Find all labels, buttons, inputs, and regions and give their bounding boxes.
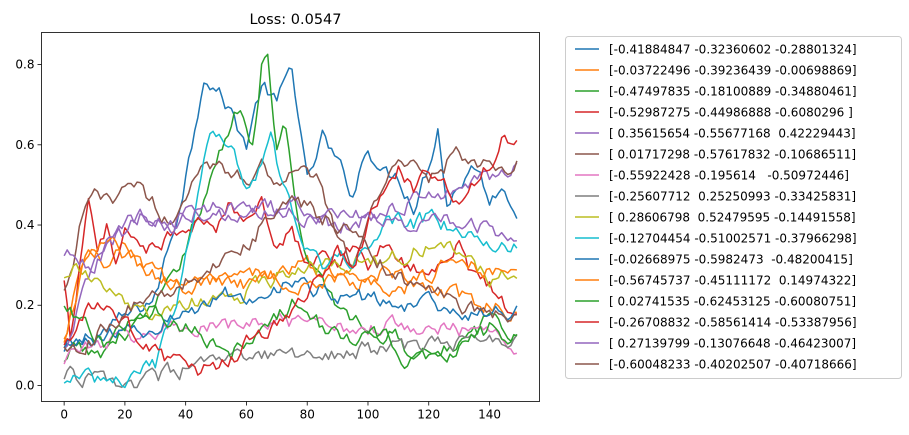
series-line: [63, 276, 518, 349]
series-line: [63, 313, 518, 365]
legend-entry-label: [-0.12704454 -0.51002571 -0.37966298]: [609, 232, 857, 246]
series-line: [63, 53, 518, 363]
legend-entry-label: [-0.25607712 0.25250993 -0.33425831]: [609, 190, 856, 204]
legend-entry-label: [-0.03722496 -0.39236439 -0.00698869]: [609, 64, 857, 78]
series-line: [63, 236, 517, 340]
x-axis: 0 20 40 60 80 100 120 140: [60, 401, 501, 422]
y-tick-label: 0.8: [15, 58, 34, 72]
y-tick-label: 0.6: [15, 138, 34, 152]
series-line: [63, 195, 517, 274]
chart-title: Loss: 0.0547: [249, 12, 341, 28]
legend-entry-label: [ 0.27139799 -0.13076648 -0.46423007]: [609, 337, 856, 351]
x-tick-label: 80: [300, 408, 315, 422]
x-tick-label: 0: [60, 408, 68, 422]
legend-entry-label: [ 0.02741535 -0.62453125 -0.60080751]: [609, 295, 856, 309]
legend-entry-label: [-0.60048233 -0.40202507 -0.40718666]: [609, 358, 857, 372]
series-line: [63, 195, 518, 340]
legend-entry-label: [-0.52987275 -0.44986888 -0.6080296 ]: [609, 106, 853, 120]
legend-entry-label: [-0.02668975 -0.5982473 -0.48200415]: [609, 253, 853, 267]
series-line: [63, 134, 518, 376]
y-tick-label: 0.2: [15, 298, 34, 312]
y-tick-label: 0.0: [15, 378, 34, 392]
y-tick-label: 0.4: [15, 218, 34, 232]
legend-entry-label: [-0.55922428 -0.195614 -0.50972446]: [609, 169, 849, 183]
series-line: [63, 130, 518, 389]
plot-area-frame: [41, 32, 540, 402]
legend-items: [-0.41884847 -0.32360602 -0.28801324] [-0…: [575, 43, 857, 372]
legend-entry-label: [-0.47497835 -0.18100889 -0.34880461]: [609, 85, 857, 99]
legend-entry-label: [-0.26708832 -0.58561414 -0.53387956]: [609, 316, 857, 330]
legend-entry-label: [ 0.35615654 -0.55677168 0.42229443]: [609, 127, 856, 141]
x-tick-label: 120: [417, 408, 440, 422]
x-tick-label: 20: [117, 408, 132, 422]
y-axis: 0.0 0.2 0.4 0.6 0.8: [15, 58, 42, 392]
series-line: [63, 67, 518, 352]
x-tick-label: 100: [357, 408, 380, 422]
series-line: [63, 195, 517, 356]
x-tick-label: 60: [239, 408, 254, 422]
series-line: [63, 162, 518, 349]
legend-entry-label: [-0.41884847 -0.32360602 -0.28801324]: [609, 43, 857, 57]
legend-entry-label: [ 0.01717298 -0.57617832 -0.10686511]: [609, 148, 856, 162]
series-line: [63, 334, 518, 389]
x-tick-label: 40: [178, 408, 193, 422]
series-line: [63, 241, 517, 343]
legend-entry-label: [ 0.28606798 0.52479595 -0.14491558]: [609, 211, 856, 225]
series-line: [63, 298, 518, 370]
series-line: [63, 146, 518, 291]
legend: [-0.41884847 -0.32360602 -0.28801324] [-0…: [565, 36, 902, 379]
series-layer: [63, 53, 518, 389]
legend-frame: [565, 36, 902, 379]
x-tick-label: 140: [478, 408, 501, 422]
legend-entry-label: [-0.56745737 -0.45111172 0.14974322]: [609, 274, 856, 288]
series-line: [63, 240, 518, 321]
